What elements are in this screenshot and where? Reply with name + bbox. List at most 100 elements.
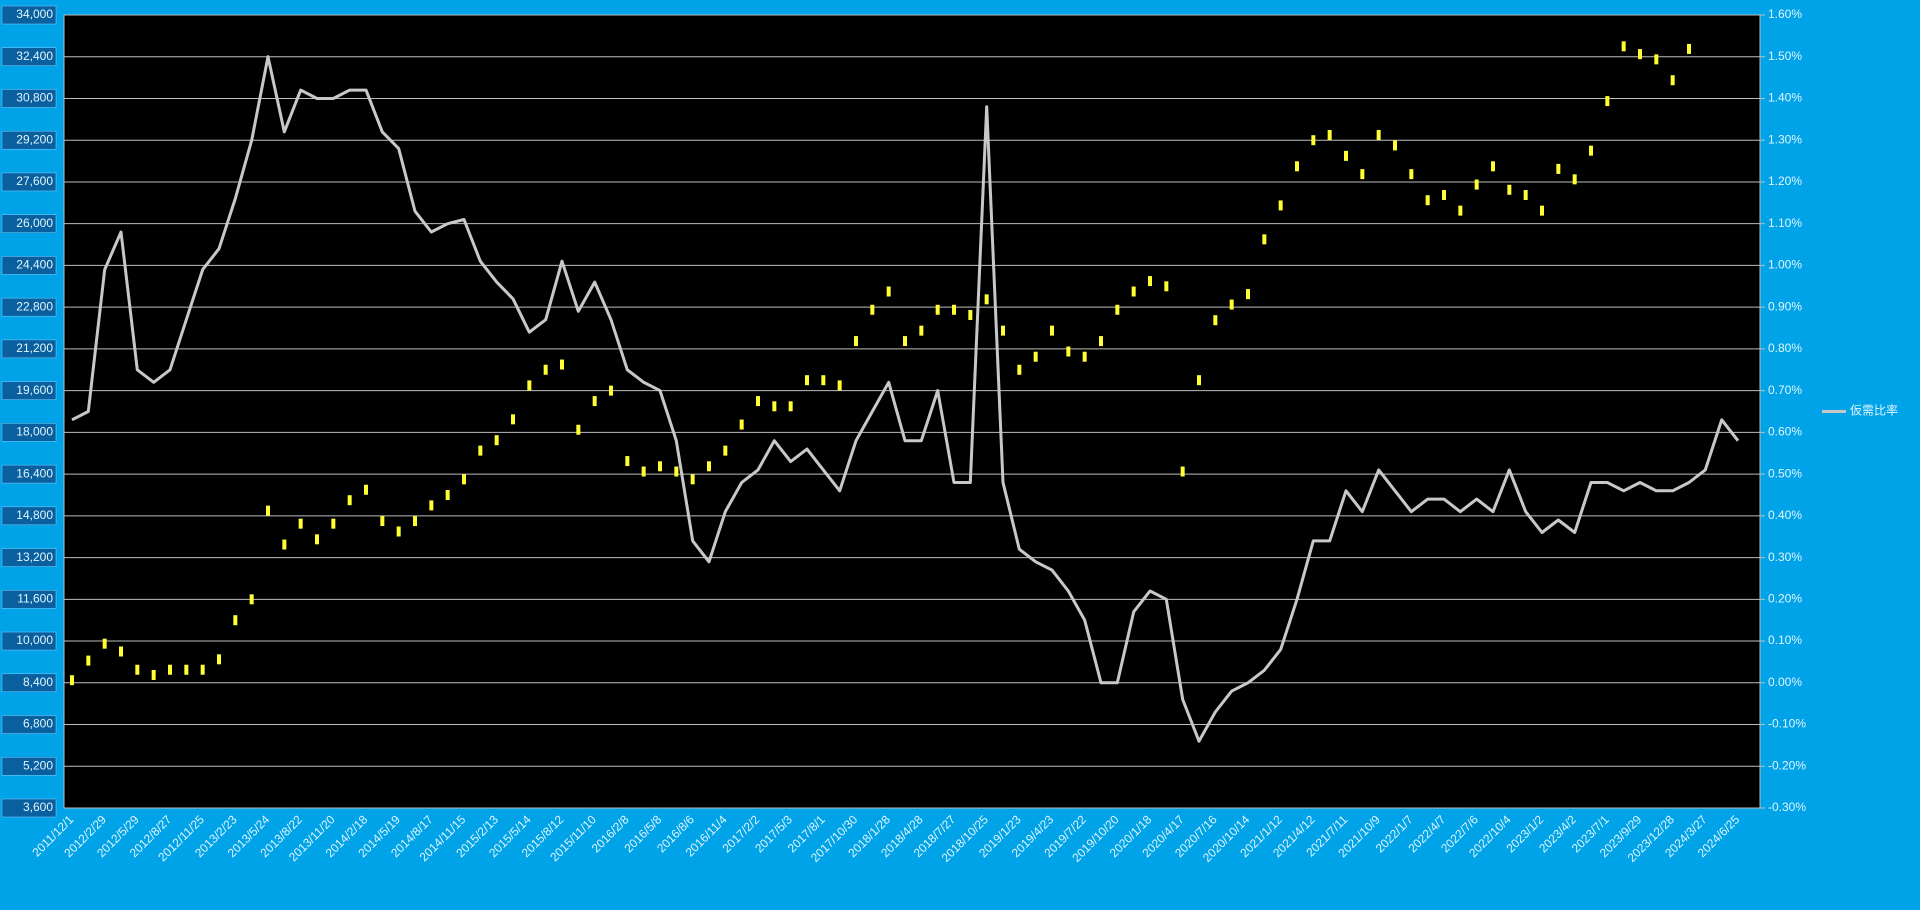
- candle: [1523, 189, 1528, 200]
- y-tick-box: [1, 339, 57, 359]
- candle: [1425, 195, 1430, 206]
- candle: [168, 664, 172, 675]
- candle: [478, 445, 483, 456]
- y2-tick-label: 0.70%: [1768, 383, 1802, 397]
- candle: [217, 654, 221, 665]
- candle: [1409, 169, 1414, 180]
- y2-tick-label: 1.10%: [1768, 216, 1802, 230]
- y-tick-label: 18,000: [16, 425, 53, 439]
- candle: [511, 414, 515, 425]
- candle: [1099, 336, 1103, 347]
- y-tick-label: 8,400: [23, 675, 53, 689]
- y-tick-box: [1, 423, 57, 442]
- candle: [658, 461, 662, 472]
- y-tick-label: 32,400: [16, 49, 53, 63]
- candle: [119, 646, 123, 657]
- candle: [1344, 150, 1348, 161]
- candle: [690, 474, 695, 485]
- candle: [445, 489, 450, 500]
- candle: [1213, 315, 1218, 326]
- y2-tick-label: 1.30%: [1768, 132, 1802, 146]
- candle: [70, 675, 74, 686]
- y-tick-box: [1, 130, 57, 150]
- y-tick-label: 6,800: [23, 717, 53, 731]
- candle: [1311, 135, 1316, 146]
- candle: [641, 466, 646, 477]
- candle: [543, 364, 548, 375]
- y2-tick-label: 0.40%: [1768, 508, 1802, 522]
- candle: [772, 401, 777, 412]
- candle: [1654, 54, 1659, 65]
- y-tick-label: 29,200: [16, 132, 53, 146]
- y-tick-box: [1, 673, 57, 693]
- candle: [1540, 205, 1544, 216]
- candle: [86, 655, 91, 666]
- candle: [1393, 140, 1397, 151]
- y-tick-label: 22,800: [16, 299, 53, 313]
- candle: [870, 304, 875, 315]
- y2-tick-label: 1.00%: [1768, 258, 1802, 272]
- candle: [1001, 325, 1005, 336]
- candle: [380, 516, 385, 527]
- y-tick-box: [1, 297, 57, 317]
- candle: [625, 456, 630, 467]
- candle: [1278, 200, 1283, 211]
- candle: [968, 309, 973, 320]
- y-tick-box: [1, 715, 57, 734]
- candle: [429, 500, 434, 511]
- candle: [282, 539, 287, 550]
- candle: [576, 424, 581, 435]
- candle: [184, 664, 189, 675]
- candle: [1474, 179, 1479, 190]
- candle: [249, 594, 254, 605]
- candle: [984, 294, 989, 305]
- y-tick-box: [1, 89, 57, 108]
- y-tick-label: 16,400: [16, 466, 53, 480]
- candle: [102, 638, 107, 649]
- y-tick-box: [1, 464, 57, 484]
- candle: [837, 380, 842, 391]
- legend-label: 仮需比率: [1850, 403, 1898, 418]
- candle: [413, 516, 417, 527]
- y-tick-box: [1, 381, 57, 400]
- candle: [723, 445, 728, 456]
- y2-tick-label: 0.00%: [1768, 675, 1802, 689]
- candle: [1295, 161, 1299, 172]
- candle: [494, 435, 499, 446]
- candle: [1066, 346, 1071, 357]
- candle: [756, 396, 760, 407]
- candle: [1621, 41, 1626, 52]
- y-tick-label: 14,800: [16, 508, 53, 522]
- candle: [233, 615, 238, 626]
- y2-tick-label: 0.30%: [1768, 550, 1802, 564]
- y-tick-box: [1, 590, 57, 609]
- candle: [1246, 289, 1250, 300]
- y-tick-label: 13,200: [16, 550, 53, 564]
- candle: [1376, 129, 1381, 140]
- y2-tick-label: 1.20%: [1768, 174, 1802, 188]
- candle: [707, 461, 711, 472]
- candle: [151, 669, 156, 680]
- candle: [200, 664, 205, 675]
- candle: [788, 401, 793, 412]
- y2-tick-label: 0.10%: [1768, 633, 1802, 647]
- candle: [1050, 325, 1054, 336]
- candle: [674, 466, 679, 477]
- candle: [854, 336, 858, 347]
- candle: [1164, 281, 1169, 292]
- candle: [560, 359, 564, 370]
- candle: [1229, 299, 1234, 310]
- candle: [1638, 49, 1642, 60]
- y-tick-box: [1, 214, 57, 233]
- y2-tick-label: -0.20%: [1768, 758, 1806, 772]
- y-tick-label: 30,800: [16, 91, 53, 105]
- candle: [315, 534, 319, 545]
- y2-tick-label: 1.40%: [1768, 91, 1802, 105]
- y-tick-label: 5,200: [23, 758, 53, 772]
- y2-tick-label: 0.90%: [1768, 299, 1802, 313]
- candle: [1033, 351, 1038, 362]
- y-tick-box: [1, 631, 57, 651]
- candle: [1605, 96, 1610, 107]
- y2-tick-label: 0.20%: [1768, 591, 1802, 605]
